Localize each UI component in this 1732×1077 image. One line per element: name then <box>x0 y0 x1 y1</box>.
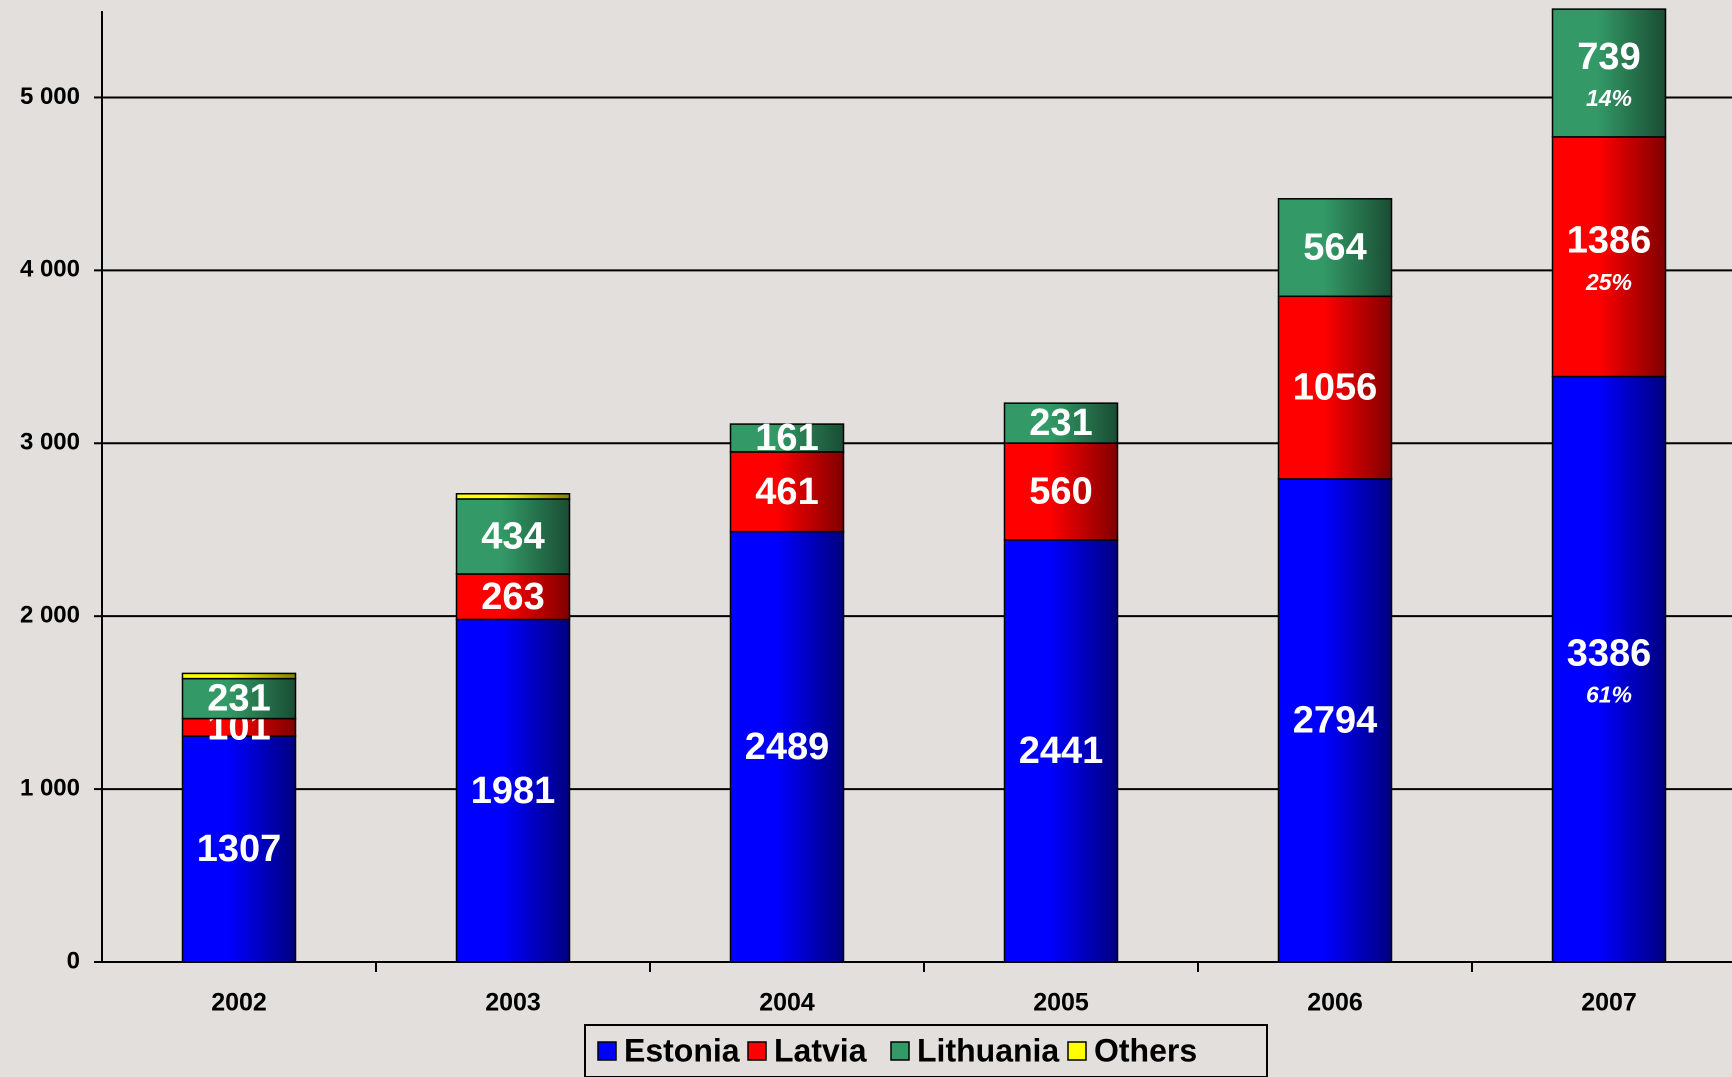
legend-swatch <box>1068 1042 1086 1060</box>
data-label: 263 <box>481 576 544 618</box>
x-tick-label: 2003 <box>485 989 541 1017</box>
legend-label: Latvia <box>774 1032 867 1068</box>
data-label: 2489 <box>745 726 830 768</box>
data-label: 564 <box>1303 227 1366 269</box>
data-label: 2441 <box>1019 730 1104 772</box>
y-tick-label: 4 000 <box>20 256 80 283</box>
y-tick-label: 0 <box>67 947 80 974</box>
data-label: 1307 <box>197 828 282 870</box>
legend-label: Estonia <box>624 1032 740 1068</box>
data-label: 560 <box>1029 471 1092 513</box>
data-label: 2794 <box>1293 699 1378 741</box>
y-tick-label: 5 000 <box>20 83 80 110</box>
legend-swatch <box>598 1042 616 1060</box>
y-tick-label: 3 000 <box>20 429 80 456</box>
x-tick-label: 2004 <box>759 989 815 1017</box>
percent-label: 61% <box>1586 681 1632 707</box>
data-label: 3386 <box>1567 632 1652 674</box>
data-label: 1056 <box>1293 367 1378 409</box>
data-label: 231 <box>207 678 270 720</box>
legend-swatch <box>748 1042 766 1060</box>
data-label: 1386 <box>1567 220 1652 262</box>
x-tick-label: 2007 <box>1581 989 1637 1017</box>
data-label: 231 <box>1029 402 1092 444</box>
data-label: 739 <box>1577 36 1640 78</box>
data-label: 161 <box>755 417 818 459</box>
percent-label: 14% <box>1586 85 1632 111</box>
data-label: 1981 <box>471 770 556 812</box>
y-tick-label: 2 000 <box>20 602 80 629</box>
legend-swatch <box>891 1042 909 1060</box>
y-tick-label: 1 000 <box>20 774 80 801</box>
x-tick-label: 2002 <box>211 989 267 1017</box>
x-tick-label: 2006 <box>1307 989 1363 1017</box>
bar-shade <box>457 494 570 499</box>
chart: Estonia Latvia Lithuania Others 0 1 000 2 000… <box>0 0 1732 1077</box>
percent-label: 25% <box>1585 269 1632 295</box>
legend-label: Others <box>1094 1032 1197 1068</box>
legend: Estonia Latvia Lithuania Others <box>585 1025 1267 1077</box>
data-label: 434 <box>481 516 544 558</box>
legend-label: Lithuania <box>917 1032 1059 1068</box>
bar-shade <box>183 673 296 678</box>
data-label: 461 <box>755 471 818 513</box>
x-tick-label: 2005 <box>1033 989 1089 1017</box>
